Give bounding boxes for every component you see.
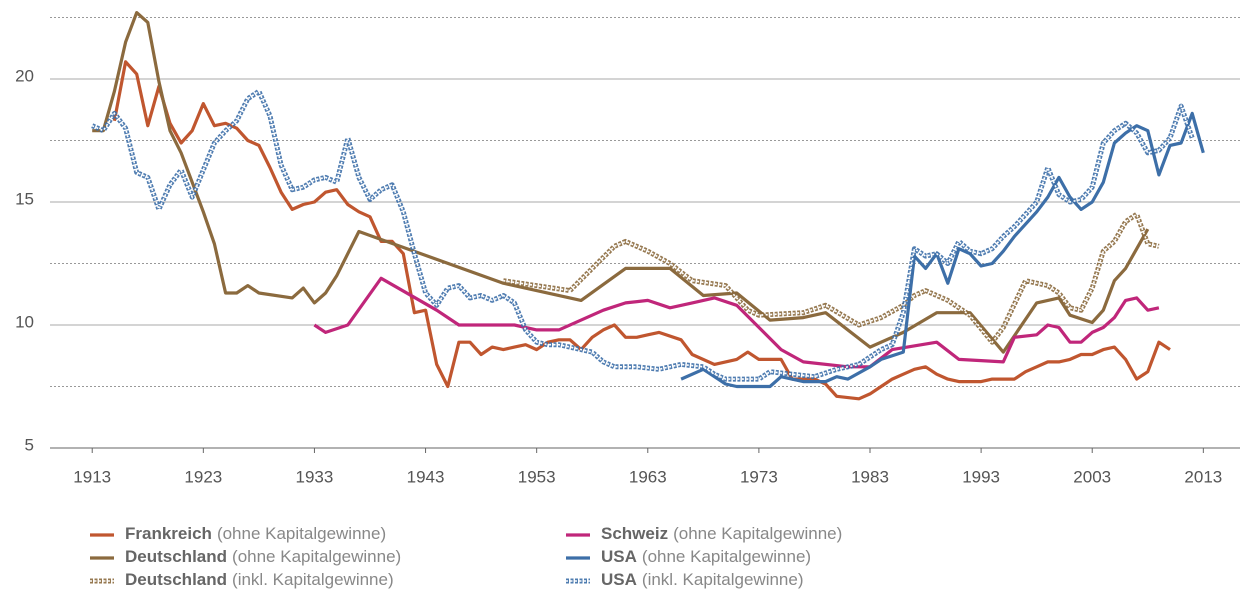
series-line [502,211,1160,345]
legend-name: Frankreich [125,524,212,543]
x-tick-label: 1923 [184,467,222,486]
legend-name: USA [601,570,637,589]
y-tick-label: 5 [25,435,34,454]
series-line [92,11,1150,354]
legend-qualifier: (inkl. Kapitalgewinne) [642,570,804,589]
y-tick-label: 20 [15,66,34,85]
legend-qualifier: (inkl. Kapitalgewinne) [232,570,394,589]
x-tick-label: 1953 [518,467,556,486]
x-tick-label: 1913 [73,467,111,486]
x-tick-label: 1993 [962,467,1000,486]
legend-qualifier: (ohne Kapitalgewinne) [642,547,811,566]
x-tick-label: 1973 [740,467,778,486]
x-tick-label: 1933 [296,467,334,486]
x-tick-label: 1963 [629,467,667,486]
legend: Frankreich (ohne Kapitalgewinne)Deutschla… [90,524,842,589]
legend-qualifier: (ohne Kapitalgewinne) [217,524,386,543]
x-tick-label: 2003 [1073,467,1111,486]
series-line-inner [503,213,1160,344]
legend-entry: Frankreich (ohne Kapitalgewinne) [125,524,386,543]
legend-name: Deutschland [125,547,227,566]
y-tick-label: 10 [15,312,34,331]
legend-name: Schweiz [601,524,668,543]
x-tick-label: 2013 [1184,467,1222,486]
legend-qualifier: (ohne Kapitalgewinne) [673,524,842,543]
x-tick-label: 1943 [407,467,445,486]
legend-entry: USA (inkl. Kapitalgewinne) [601,570,804,589]
legend-entry: Deutschland (inkl. Kapitalgewinne) [125,570,394,589]
legend-name: USA [601,547,637,566]
series-line-inner [91,90,1193,380]
legend-entry: Schweiz (ohne Kapitalgewinne) [601,524,842,543]
legend-qualifier: (ohne Kapitalgewinne) [232,547,401,566]
series-line [112,60,1171,401]
y-tick-label: 15 [15,189,34,208]
legend-name: Deutschland [125,570,227,589]
legend-entry: Deutschland (ohne Kapitalgewinne) [125,547,401,566]
legend-entry: USA (ohne Kapitalgewinne) [601,547,811,566]
x-tick-label: 1983 [851,467,889,486]
